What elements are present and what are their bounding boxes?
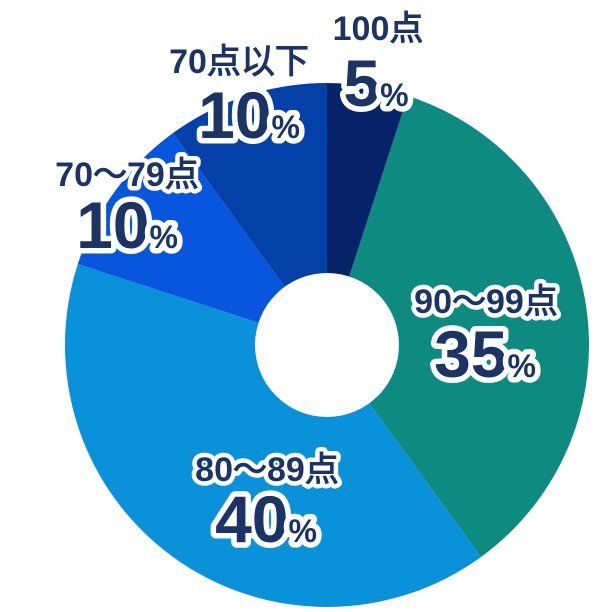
slice-value-label: 35% bbox=[434, 317, 536, 391]
slice-value-label: 10% bbox=[198, 78, 300, 152]
pie-slice-1 bbox=[327, 95, 590, 557]
slice-category-label: 80〜89点 bbox=[195, 451, 339, 489]
slice-label-100pts: 100点 5% bbox=[328, 6, 428, 126]
slice-label-70-79pts: 70〜79点 10% bbox=[51, 152, 204, 268]
pie-slice-3 bbox=[77, 133, 327, 345]
pie-slice-2 bbox=[64, 264, 481, 607]
slice-category-label: 100点 bbox=[333, 10, 424, 48]
slice-value-label: 10% bbox=[76, 188, 178, 262]
slice-category-label: 90〜99点 bbox=[414, 283, 558, 321]
slice-value-label: 40% bbox=[215, 482, 317, 556]
slice-value-label: 5% bbox=[343, 46, 408, 120]
slice-labels: 100点 5% 90〜99点 35% 80〜89点 40% 70〜79点 10%… bbox=[51, 6, 563, 562]
slice-category-label: 70点以下 bbox=[169, 43, 309, 81]
pie-slice-4 bbox=[173, 83, 327, 345]
slice-category-label: 70〜79点 bbox=[55, 156, 199, 194]
slice-label-80-89pts: 80〜89点 40% bbox=[191, 447, 344, 562]
slice-label-under-70pts: 70点以下 10% bbox=[165, 39, 314, 158]
donut-hole bbox=[255, 273, 399, 417]
pie-slices bbox=[64, 83, 590, 607]
slice-label-90-99pts: 90〜99点 35% bbox=[410, 279, 563, 397]
